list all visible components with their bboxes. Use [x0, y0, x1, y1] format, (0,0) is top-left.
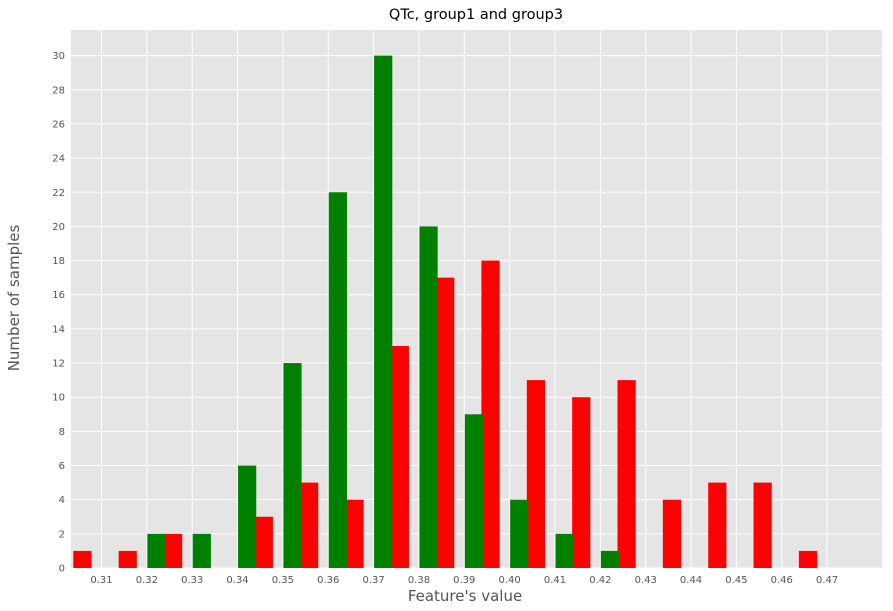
green-bar-0.40	[510, 499, 529, 568]
y-tick-label: 30	[52, 51, 65, 62]
red-bar-0.40	[481, 260, 500, 568]
red-bar-0.35	[254, 516, 273, 568]
red-bar-0.43	[617, 380, 636, 568]
x-tick-label: 0.36	[317, 575, 339, 586]
green-bar-0.37	[374, 55, 393, 569]
y-axis-title: Number of samples	[5, 225, 23, 372]
green-bar-0.35	[283, 363, 302, 568]
y-tick-label: 22	[52, 188, 65, 199]
red-bar-0.31	[73, 550, 92, 568]
y-tick-label: 4	[59, 495, 65, 506]
bars	[73, 55, 818, 569]
y-tick-label: 14	[52, 324, 65, 335]
y-tick-label: 18	[52, 256, 65, 267]
red-bar-0.33	[164, 533, 183, 568]
red-bar-0.44	[662, 499, 682, 568]
y-tick-label: 12	[52, 359, 65, 370]
green-bar-0.32	[147, 533, 166, 568]
y-tick-label: 0	[59, 564, 65, 575]
x-tick-label: 0.33	[181, 575, 203, 586]
x-tick-label: 0.44	[680, 575, 702, 586]
red-bar-0.41	[526, 380, 545, 568]
x-tick-label: 0.31	[90, 575, 112, 586]
red-bar-0.39	[436, 277, 455, 568]
red-bar-0.37	[345, 499, 364, 568]
green-bar-0.33	[192, 533, 211, 568]
x-tick-label: 0.47	[816, 575, 838, 586]
red-bar-0.38	[390, 345, 409, 568]
y-tick-label: 24	[52, 154, 65, 165]
x-tick-label: 0.43	[635, 575, 657, 586]
chart-title: QTc, group1 and group3	[389, 7, 563, 23]
x-tick-label: 0.41	[544, 575, 566, 586]
x-tick-labels: 0.31 0.32 0.33 0.34 0.35 0.36 0.37 0.38 0.39 0.40…	[90, 575, 838, 586]
x-tick-label: 0.40	[499, 575, 521, 586]
green-bar-0.42	[600, 550, 620, 568]
red-bar-0.47	[798, 550, 818, 568]
x-axis-title: Feature's value	[408, 587, 522, 605]
red-bar-0.46	[753, 482, 772, 568]
red-bar-0.45	[708, 482, 727, 568]
red-bar-0.36	[300, 482, 319, 568]
x-tick-label: 0.38	[408, 575, 430, 586]
x-tick-label: 0.46	[771, 575, 793, 586]
y-tick-label: 2	[59, 529, 65, 540]
red-bar-0.42	[572, 397, 591, 568]
y-tick-label: 20	[52, 222, 65, 233]
y-tick-label: 10	[52, 393, 65, 404]
green-bar-0.36	[328, 192, 347, 568]
x-tick-label: 0.42	[589, 575, 611, 586]
grid-lines	[71, 30, 882, 569]
y-tick-label: 16	[52, 290, 65, 301]
x-tick-label: 0.34	[226, 575, 248, 586]
green-bar-0.39	[464, 414, 483, 568]
x-tick-label: 0.45	[725, 575, 747, 586]
green-bar-0.38	[419, 226, 438, 568]
x-tick-label: 0.39	[453, 575, 475, 586]
green-bar-0.41	[555, 533, 574, 568]
x-tick-label: 0.32	[136, 575, 158, 586]
x-tick-label: 0.37	[362, 575, 384, 586]
green-bar-0.34	[238, 465, 257, 568]
y-tick-label: 8	[59, 427, 65, 438]
red-bar-0.32	[118, 550, 137, 568]
y-tick-label: 6	[59, 461, 65, 472]
y-tick-label: 26	[52, 119, 65, 130]
y-tick-label: 28	[52, 85, 65, 96]
x-tick-label: 0.35	[272, 575, 294, 586]
